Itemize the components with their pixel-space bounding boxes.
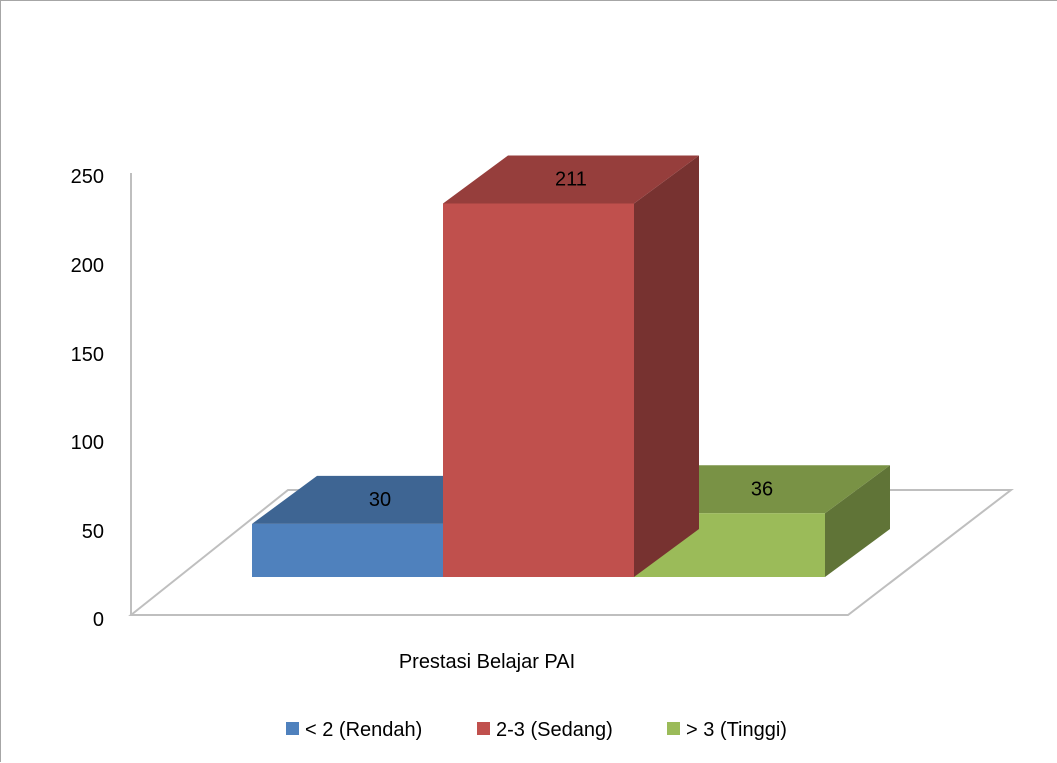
y-tick-label: 200: [71, 255, 104, 277]
y-tick-label: 0: [93, 609, 104, 631]
y-tick-label: 150: [71, 344, 104, 366]
bar-front-sedang: [443, 203, 634, 577]
bar-side-sedang: [634, 155, 699, 577]
y-axis: 0 50 100 150 200 250: [71, 166, 104, 631]
legend-swatch-rendah: [286, 722, 299, 735]
bar-side-tinggi: [825, 465, 890, 577]
y-tick-label: 250: [71, 166, 104, 188]
bar-sedang: 211: [443, 155, 699, 577]
y-tick-label: 100: [71, 432, 104, 454]
legend-label-rendah: < 2 (Rendah): [305, 719, 422, 741]
x-category-label: Prestasi Belajar PAI: [399, 651, 575, 673]
data-label-tinggi: 36: [751, 478, 773, 500]
bar-front-rendah: [252, 523, 443, 577]
bar-top-sedang: [443, 155, 699, 204]
legend-swatch-sedang: [477, 722, 490, 735]
legend-label-tinggi: > 3 (Tinggi): [686, 719, 787, 741]
legend-label-sedang: 2-3 (Sedang): [496, 719, 613, 741]
data-label-rendah: 30: [369, 489, 391, 511]
legend-swatch-tinggi: [667, 722, 680, 735]
data-label-sedang: 211: [555, 169, 587, 191]
bars-group: 36 30 211: [252, 155, 890, 577]
legend: < 2 (Rendah) 2-3 (Sedang) > 3 (Tinggi): [286, 719, 787, 741]
y-tick-label: 50: [82, 521, 104, 543]
